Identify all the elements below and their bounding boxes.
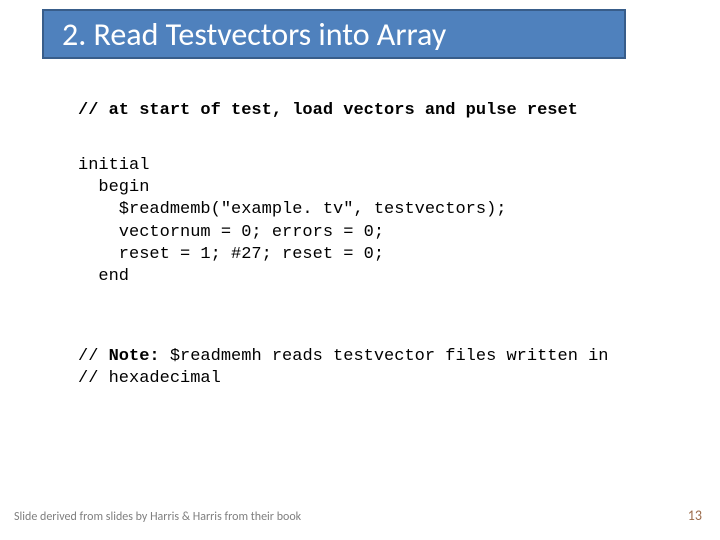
code-line-3: $readmemb("example. tv", testvectors); xyxy=(78,200,506,219)
code-line-4: vectornum = 0; errors = 0; xyxy=(78,223,384,242)
page-number: 13 xyxy=(688,507,702,524)
code-line-5: reset = 1; #27; reset = 0; xyxy=(78,245,384,264)
footer-attribution: Slide derived from slides by Harris & Ha… xyxy=(14,510,301,524)
note-rest: $readmemh reads testvector files written… xyxy=(160,347,609,366)
note-line2: // hexadecimal xyxy=(78,369,221,388)
note-keyword: Note: xyxy=(109,347,160,366)
code-line-1: initial xyxy=(78,156,149,175)
note-block: // Note: $readmemh reads testvector file… xyxy=(78,346,678,390)
content-area: // at start of test, load vectors and pu… xyxy=(78,100,678,390)
code-line-6: end xyxy=(78,267,129,286)
comment-line: // at start of test, load vectors and pu… xyxy=(78,100,678,121)
code-line-2: begin xyxy=(78,178,149,197)
slide-title: 2. Read Testvectors into Array xyxy=(62,15,446,54)
note-prefix: // xyxy=(78,347,109,366)
title-bar: 2. Read Testvectors into Array xyxy=(42,9,626,59)
code-block: initial begin $readmemb("example. tv", t… xyxy=(78,155,678,288)
